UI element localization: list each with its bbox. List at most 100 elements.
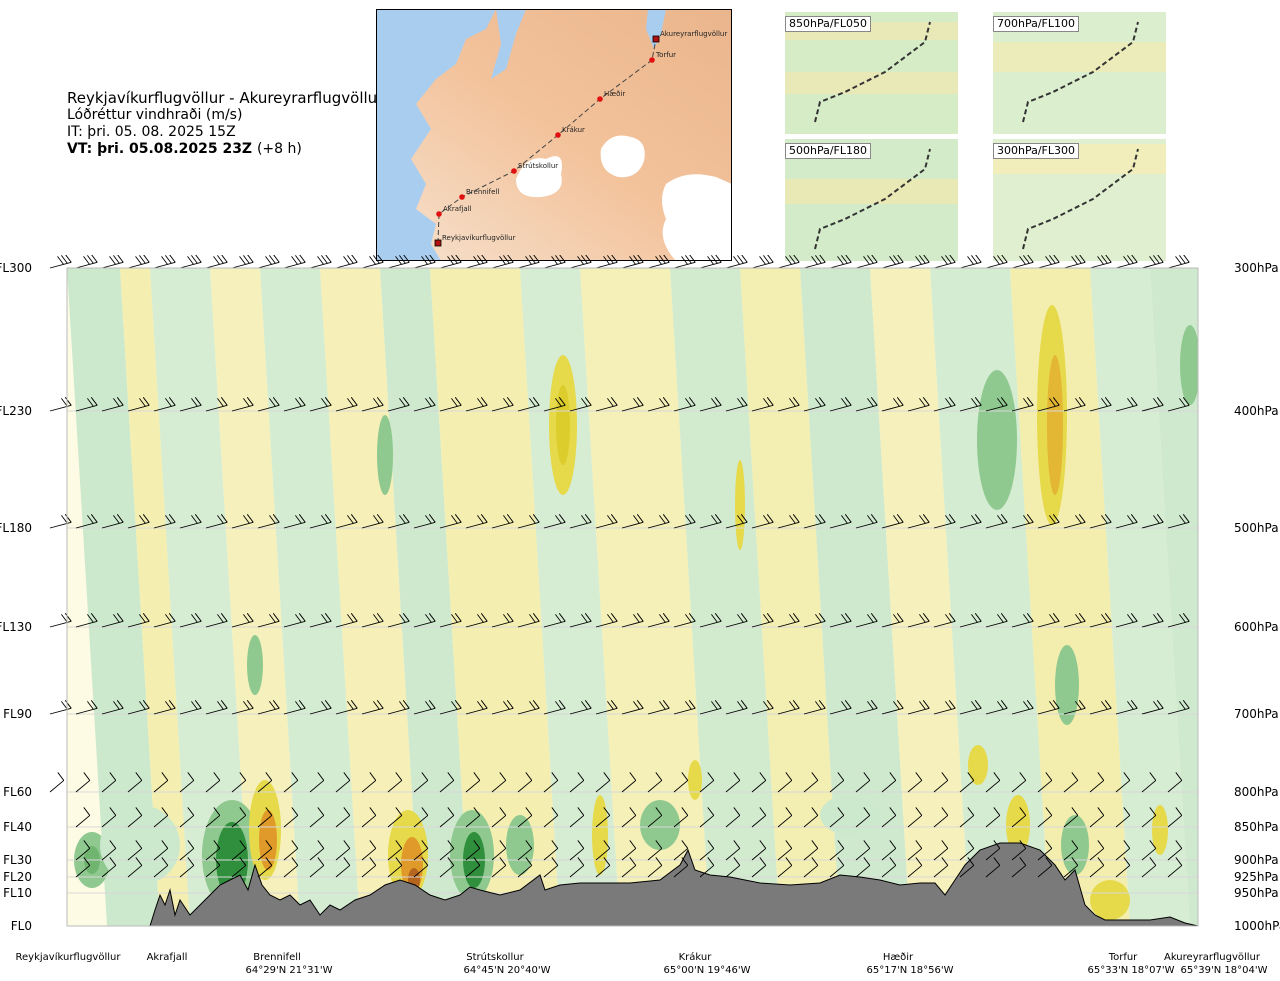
parameter-label: Lóðréttur vindhraði (m/s) bbox=[67, 107, 243, 123]
issue-time: IT: þri. 05. 08. 2025 15Z bbox=[67, 124, 236, 140]
wind-barb bbox=[855, 397, 878, 412]
station-name: Reykjavíkurflugvöllur bbox=[16, 951, 122, 963]
flight-level-label: FL90 bbox=[3, 707, 32, 721]
flight-level-label: FL10 bbox=[3, 886, 32, 900]
wind-barb bbox=[959, 857, 975, 878]
wind-barb bbox=[179, 772, 195, 793]
wind-barb bbox=[153, 397, 176, 412]
wind-barb bbox=[569, 807, 585, 828]
wind-barb bbox=[595, 700, 618, 715]
wind-barb bbox=[751, 807, 767, 828]
wind-barb bbox=[725, 255, 748, 269]
wind-barb bbox=[777, 857, 793, 878]
wind-barb bbox=[699, 807, 715, 828]
wind-barb bbox=[751, 514, 774, 529]
wind-barb bbox=[1167, 857, 1183, 878]
thumbnail-850[interactable]: 850hPa/FL050 bbox=[785, 12, 958, 134]
wind-barb bbox=[127, 613, 150, 628]
wind-barb bbox=[569, 397, 592, 412]
wind-barb bbox=[881, 807, 897, 828]
plot-border bbox=[66, 267, 1199, 927]
wind-barb bbox=[1141, 514, 1164, 529]
wind-barb bbox=[777, 514, 800, 529]
wind-barb bbox=[127, 840, 143, 861]
wind-barb bbox=[725, 700, 748, 715]
wind-barb bbox=[491, 840, 507, 861]
wind-barb bbox=[1063, 397, 1086, 412]
wind-barb bbox=[413, 397, 436, 412]
wind-barb bbox=[673, 397, 696, 412]
wind-barb bbox=[335, 700, 358, 715]
wind-barb bbox=[257, 857, 273, 878]
pressure-level-label: 950hPa bbox=[1234, 886, 1279, 900]
velocity-core bbox=[377, 415, 393, 495]
map-waypoint-marker bbox=[511, 168, 517, 174]
flight-level-labels: FL300 FL230 FL180 FL130 FL90 FL60 FL40 FL30 FL20… bbox=[0, 261, 32, 933]
wind-barb bbox=[439, 397, 462, 412]
wind-barb bbox=[933, 772, 949, 793]
wind-barb bbox=[517, 700, 540, 715]
wind-barb bbox=[387, 807, 403, 828]
route-map: Akureyrarflugvöllur Torfur Hæðir Krákur Strú… bbox=[376, 9, 732, 261]
wind-barb bbox=[1037, 613, 1060, 628]
wind-barb bbox=[881, 397, 904, 412]
thumbnail-500[interactable]: 500hPa/FL180 bbox=[785, 139, 958, 261]
wind-barb bbox=[335, 514, 358, 529]
velocity-band bbox=[120, 268, 190, 926]
wind-barb bbox=[673, 613, 696, 628]
thumbnail-850-image bbox=[785, 12, 958, 134]
wind-barb bbox=[1167, 514, 1190, 529]
map-border bbox=[376, 9, 732, 261]
wind-barb bbox=[699, 255, 722, 269]
velocity-core bbox=[688, 760, 702, 800]
wind-barb bbox=[179, 397, 202, 412]
wind-barb bbox=[283, 857, 299, 878]
map-waypoint-marker bbox=[597, 96, 603, 102]
wind-barb bbox=[855, 514, 878, 529]
pressure-level-label: 925hPa bbox=[1234, 870, 1279, 884]
map-waypoint-marker bbox=[436, 211, 442, 217]
wind-barb bbox=[257, 772, 273, 793]
wind-barb bbox=[621, 397, 644, 412]
map-fjord bbox=[491, 9, 526, 79]
velocity-core bbox=[820, 795, 880, 835]
wind-barb bbox=[465, 255, 488, 269]
wind-barb bbox=[1141, 772, 1157, 793]
map-sea-west bbox=[376, 9, 496, 261]
wind-barb bbox=[933, 700, 956, 715]
wind-barb bbox=[179, 514, 202, 529]
wind-barb bbox=[101, 613, 124, 628]
wind-barb bbox=[491, 514, 514, 529]
station-coords: 65°00'N 19°46'W bbox=[664, 965, 751, 976]
wind-barb bbox=[855, 840, 871, 861]
thumbnail-300[interactable]: 300hPa/FL300 bbox=[993, 139, 1166, 261]
wind-barb bbox=[881, 700, 904, 715]
wind-barb bbox=[153, 857, 169, 878]
wind-barb bbox=[803, 700, 826, 715]
wind-barb bbox=[49, 613, 72, 628]
wind-barb bbox=[517, 840, 533, 861]
wind-barb bbox=[907, 514, 930, 529]
wind-barb bbox=[1167, 613, 1190, 628]
wind-barb bbox=[413, 613, 436, 628]
cross-section-chart: FL300 FL230 FL180 FL130 FL90 FL60 FL40 FL30 FL20… bbox=[0, 255, 1280, 976]
wind-barb bbox=[647, 514, 670, 529]
pressure-level-label: 800hPa bbox=[1234, 785, 1279, 799]
wind-barb bbox=[1141, 255, 1164, 269]
wind-barb bbox=[725, 613, 748, 628]
wind-barb bbox=[517, 514, 540, 529]
wind-barb bbox=[803, 807, 819, 828]
wind-barb bbox=[569, 857, 585, 878]
wind-barb bbox=[1089, 613, 1112, 628]
pressure-level-label: 700hPa bbox=[1234, 707, 1279, 721]
flight-level-label: FL300 bbox=[0, 261, 32, 275]
pressure-level-label: 900hPa bbox=[1234, 853, 1279, 867]
thumbnail-700[interactable]: 700hPa/FL100 bbox=[993, 12, 1166, 134]
wind-barb bbox=[985, 613, 1008, 628]
wind-barb bbox=[1011, 807, 1027, 828]
wind-barb bbox=[387, 772, 403, 793]
wind-barb bbox=[1167, 840, 1183, 861]
wind-barb bbox=[231, 700, 254, 715]
wind-barb bbox=[465, 857, 481, 878]
wind-barb bbox=[907, 255, 930, 269]
